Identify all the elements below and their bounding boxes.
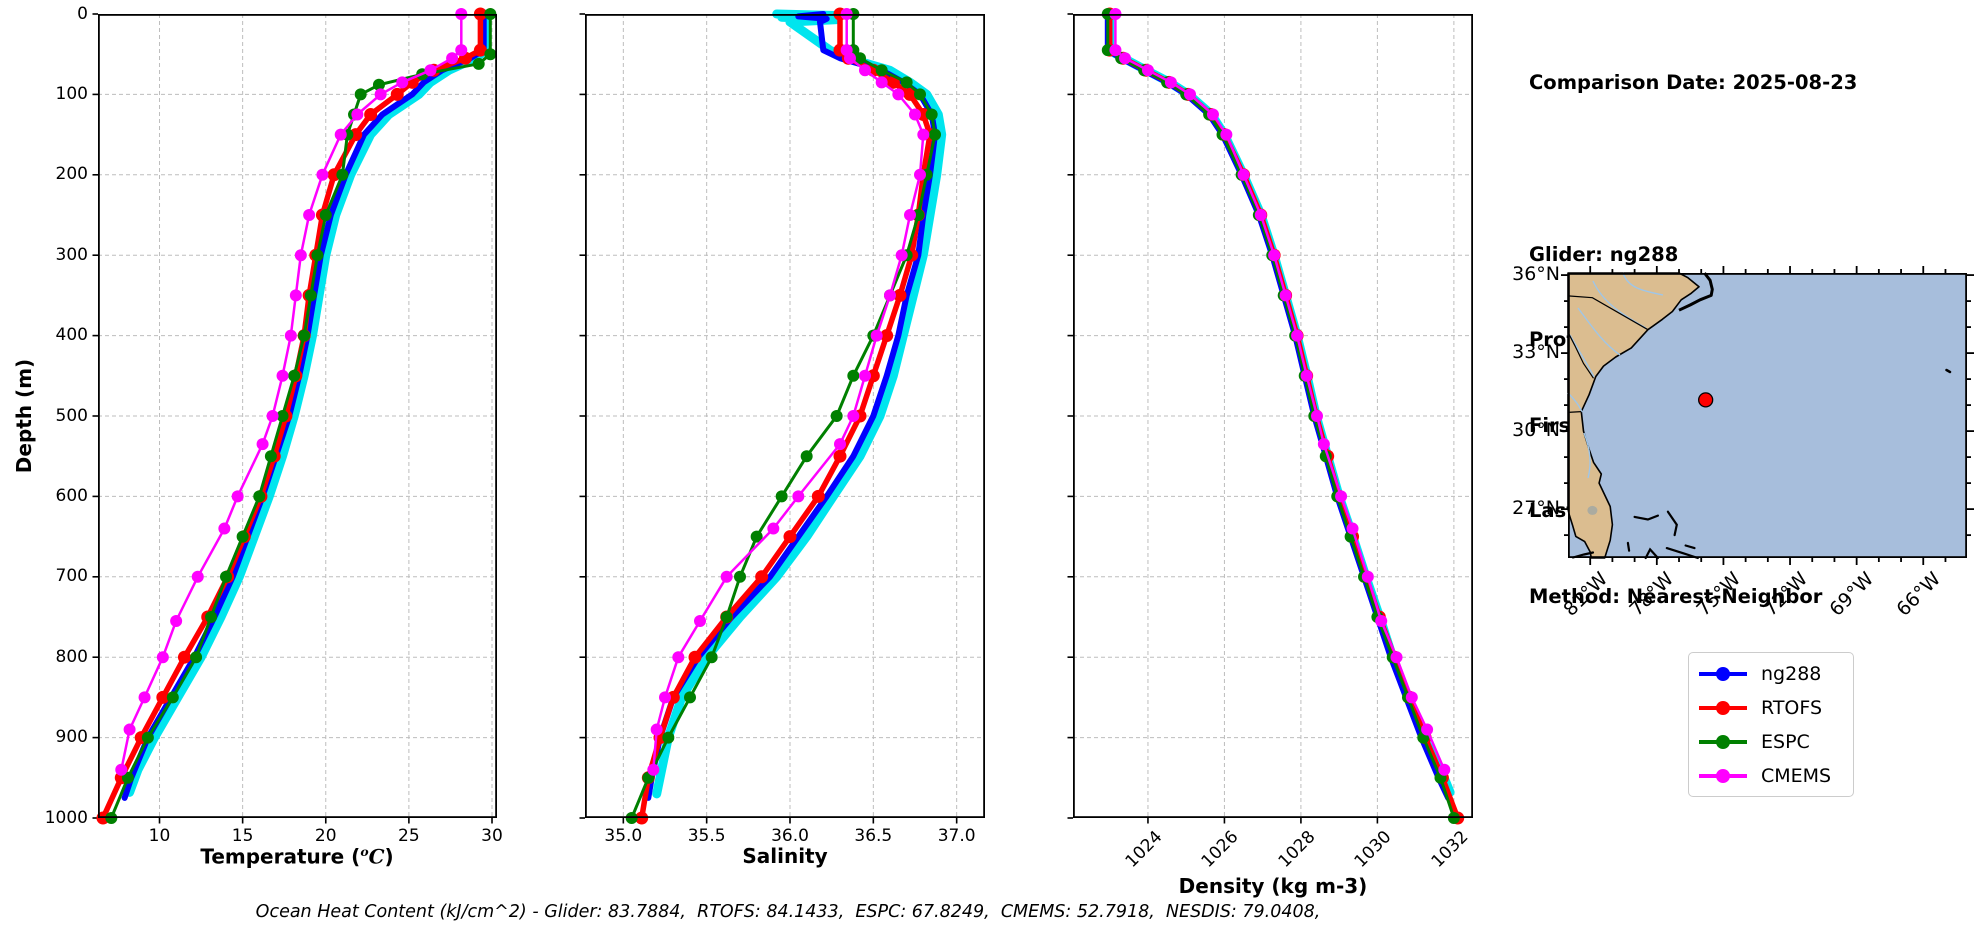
salinity-axis-title: Salinity <box>742 844 828 868</box>
x-tick-label: 1026 <box>1197 827 1243 872</box>
x-tick-label: 35.0 <box>604 826 643 846</box>
map-bahamas-islands <box>1571 510 1699 560</box>
x-tick-label: 1032 <box>1427 827 1473 872</box>
depth-tick-label: 100 <box>55 83 88 104</box>
legend-line-marker-swatch <box>1699 700 1747 715</box>
legend: ng288 RTOFS ESPC CMEMS <box>1688 652 1854 797</box>
x-tick-label: 36.5 <box>854 826 893 846</box>
map-latitude-label: 30°N <box>1512 419 1560 442</box>
depth-tick-label: 900 <box>55 727 88 748</box>
method-text: Method: Nearest-Neighbor <box>1529 584 1823 608</box>
comparison-date-text: Comparison Date: 2025-08-23 <box>1529 71 1858 94</box>
info-spacer <box>1529 155 1857 184</box>
legend-line-marker-swatch <box>1699 768 1747 783</box>
gridlines <box>1073 14 1473 818</box>
x-tick-label: 15 <box>231 826 254 846</box>
x-tick-label: 1028 <box>1274 827 1320 872</box>
map-latitude-label: 27°N <box>1512 497 1560 520</box>
series-ng288 <box>1104 11 1452 801</box>
depth-tick-label: 800 <box>55 646 88 667</box>
series-espc <box>105 8 497 824</box>
map-ticks <box>1561 266 1974 565</box>
legend-label: RTOFS <box>1761 696 1823 719</box>
x-tick-label: 10 <box>148 826 171 846</box>
map-rivers <box>1567 272 1664 479</box>
temperature-profile-chart <box>92 7 498 825</box>
plot-frame <box>97 13 498 819</box>
location-map <box>1561 266 1974 565</box>
x-tick-label: 25 <box>398 826 420 846</box>
map-bermuda <box>1945 368 1952 374</box>
temperature-axis-title: Temperature (oC) <box>200 844 394 869</box>
x-tick-label: 20 <box>314 826 337 846</box>
legend-line-marker-swatch <box>1699 734 1747 749</box>
x-tick-label: 37.0 <box>937 826 976 846</box>
ocean-heat-content-footer: Ocean Heat Content (kJ/cm^2) - Glider: 8… <box>255 902 1321 922</box>
depth-tick-label: 300 <box>55 244 88 265</box>
gridlines <box>585 14 985 818</box>
depth-tick-label: 1000 <box>44 807 88 828</box>
depth-tick-label: 700 <box>55 566 88 587</box>
series-cmems <box>647 8 930 776</box>
series-ng288 <box>645 11 938 801</box>
map-latitude-label: 36°N <box>1512 263 1560 286</box>
axis-tick-marks <box>92 13 493 824</box>
depth-tick-label: 600 <box>55 485 88 506</box>
plot-frame <box>1072 13 1474 819</box>
density-axis-title: Density (kg m-3) <box>1178 874 1368 898</box>
legend-item-rtofs: RTOFS <box>1697 696 1822 720</box>
series-espc <box>1101 8 1460 824</box>
series-cmems <box>115 8 468 776</box>
series-ng288-raw-profiles <box>652 9 947 799</box>
legend-label: ng288 <box>1761 662 1822 685</box>
legend-label: CMEMS <box>1761 764 1832 787</box>
map-outer-banks <box>1678 272 1714 312</box>
depth-tick-label: 200 <box>55 164 88 185</box>
plot-frame <box>584 13 986 819</box>
map-longitude-label: 66°W <box>1892 568 1945 621</box>
x-tick-label: 36.0 <box>771 826 809 846</box>
gridlines <box>98 14 497 818</box>
glider-name-text: Glider: ng288 <box>1529 242 1679 266</box>
depth-tick-label: 0 <box>77 3 88 24</box>
axis-tick-marks <box>579 13 958 824</box>
density-profile-chart <box>1067 7 1474 825</box>
glider-location-marker <box>1698 392 1714 408</box>
series-ng288 <box>121 11 487 801</box>
legend-item-cmems: CMEMS <box>1697 764 1831 788</box>
map-state-borders <box>1567 295 1649 413</box>
x-tick-label: 30 <box>481 826 503 846</box>
depth-tick-label: 400 <box>55 325 88 346</box>
salinity-profile-chart <box>579 7 986 825</box>
x-tick-label: 1024 <box>1121 827 1167 872</box>
x-tick-label: 1030 <box>1350 827 1396 872</box>
map-svg <box>1561 266 1974 565</box>
depth-tick-label: 500 <box>55 405 88 426</box>
legend-item-ng288: ng288 <box>1697 662 1821 686</box>
legend-label: ESPC <box>1761 730 1810 753</box>
x-tick-label: 35.5 <box>687 826 726 846</box>
map-lake-okeechobee <box>1587 505 1598 515</box>
axis-tick-marks <box>1067 13 1455 824</box>
legend-item-espc: ESPC <box>1697 730 1810 754</box>
series-cmems <box>1109 8 1451 776</box>
map-latitude-label: 33°N <box>1512 341 1560 364</box>
legend-line-marker-swatch <box>1699 666 1747 681</box>
map-frame <box>1567 272 1968 559</box>
